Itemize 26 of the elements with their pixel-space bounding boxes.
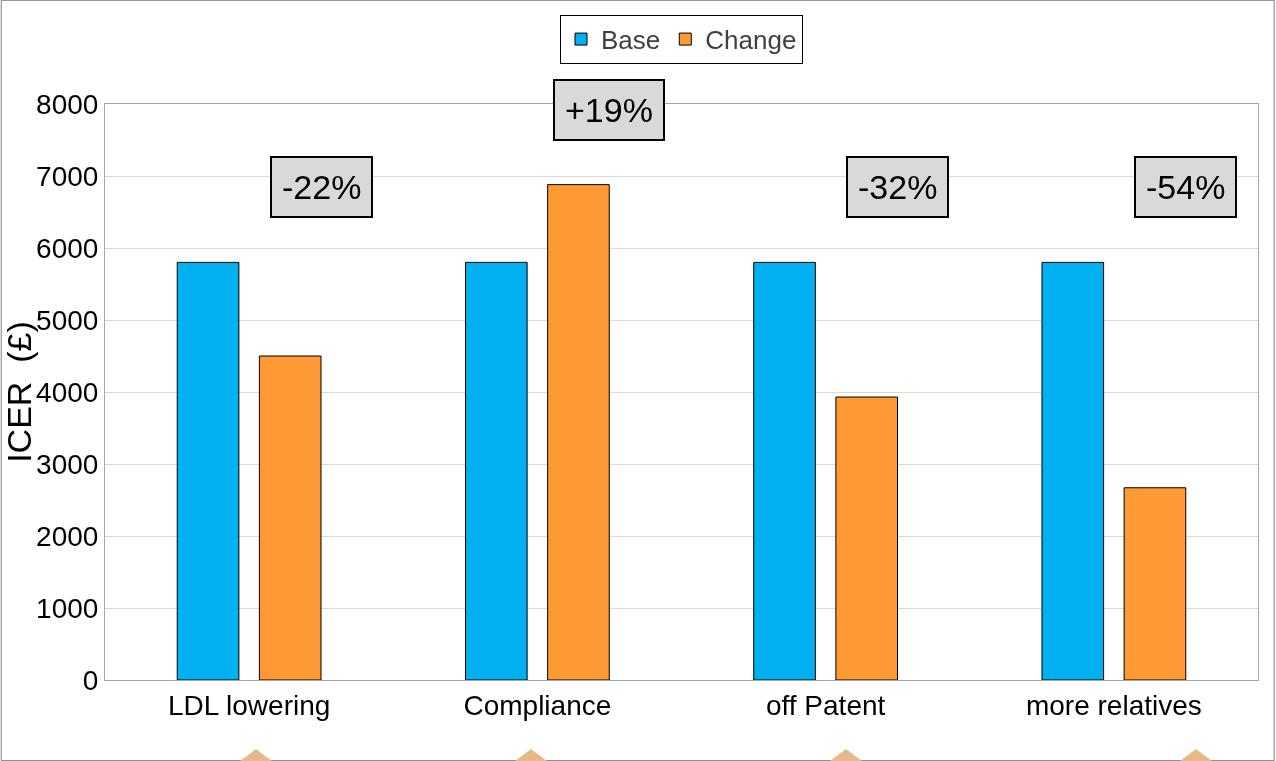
annotation: -54% — [1146, 168, 1226, 206]
legend-label: Base — [601, 25, 661, 56]
annotation: -22% — [282, 168, 362, 206]
x-tick-label: more relatives — [1025, 689, 1202, 721]
bar — [1123, 487, 1187, 680]
bar — [547, 184, 610, 680]
bar — [1041, 261, 1105, 680]
annotation: +19% — [565, 91, 653, 129]
y-tick-label: 0 — [82, 664, 99, 696]
x-tick-label: LDL lowering — [167, 689, 331, 721]
y-tick-label: 1000 — [36, 592, 99, 624]
y-tick-label: 4000 — [36, 376, 99, 408]
y-tick-label: 2000 — [36, 520, 99, 552]
bar — [753, 261, 816, 680]
bar — [258, 355, 322, 680]
legend-label: Change — [705, 25, 797, 56]
y-tick-label: 7000 — [36, 160, 99, 192]
bar — [835, 396, 899, 680]
y-tick-label: 6000 — [36, 232, 99, 264]
x-tick-label: Compliance — [463, 689, 612, 721]
annotation: -32% — [858, 168, 938, 206]
y-tick-label: 8000 — [36, 88, 99, 120]
bar — [464, 261, 528, 680]
bar — [176, 261, 240, 680]
x-tick-label: off Patent — [765, 689, 886, 721]
y-tick-label: 3000 — [36, 448, 99, 480]
